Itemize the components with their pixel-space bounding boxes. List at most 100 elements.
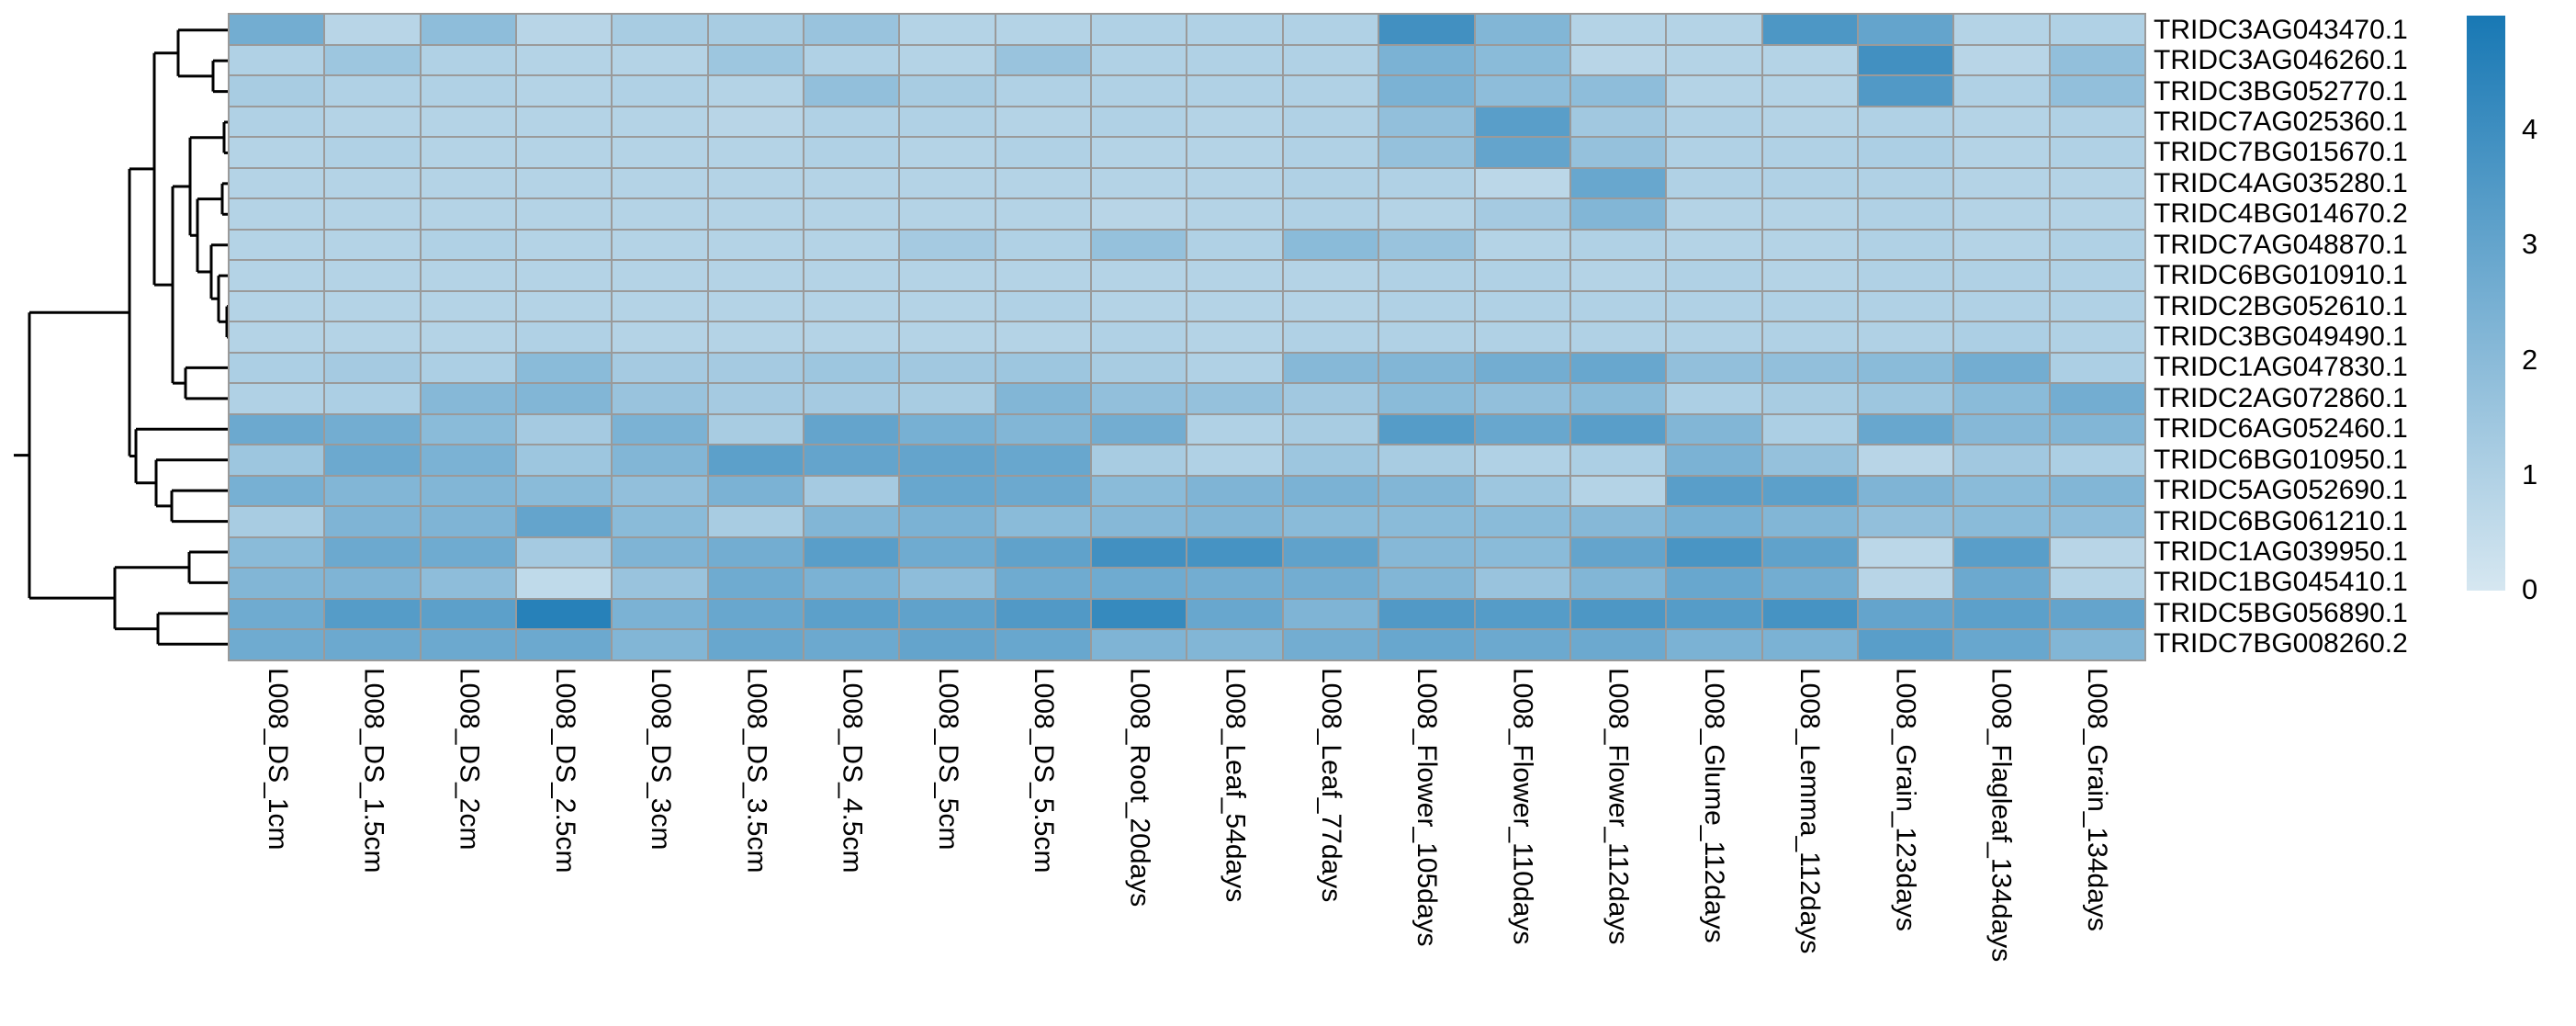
heatmap-cell [517,138,612,167]
heatmap-cell [1667,199,1761,229]
heatmap-cell [613,138,707,167]
heatmap-cell [1092,138,1187,167]
heatmap-cell [1187,630,1282,660]
column-label: L008_DS_1.5cm [358,668,389,874]
column-label: L008_DS_5.5cm [1029,668,1060,874]
heatmap-cell [1762,322,1857,352]
heatmap-cell [2050,599,2144,629]
heatmap-cell [804,414,899,445]
heatmap-cell [1858,138,1953,167]
heatmap-cell [1475,445,1569,475]
heatmap-cell [1954,599,2049,629]
heatmap-cell [1092,569,1187,598]
heatmap-cell [421,507,516,536]
heatmap-cell [1667,15,1761,44]
heatmap-cell [1858,168,1953,198]
heatmap-cell [1187,107,1282,137]
heatmap-cell [613,168,707,198]
heatmap-cell [1762,261,1857,290]
heatmap-cell [1954,291,2049,321]
heatmap-cell [1858,261,1953,290]
heatmap-cell [2050,445,2144,475]
heatmap-cell [708,445,804,475]
heatmap-cell [1667,76,1761,106]
heatmap-cell [1475,599,1569,629]
heatmap-cell [1570,537,1666,568]
heatmap-cell [230,15,324,44]
heatmap-cell [1283,414,1378,445]
heatmap-cell [1379,291,1474,321]
heatmap-cell [325,569,420,598]
heatmap-cell [1762,414,1857,445]
heatmap-cell [1570,384,1666,413]
heatmap-cell [421,230,516,260]
column-label: L008_DS_3.5cm [741,668,772,874]
heatmap-cell [325,476,420,506]
heatmap-cell [1475,261,1569,290]
heatmap-cell [325,168,420,198]
heatmap-cell [325,445,420,475]
heatmap-cell [1667,414,1761,445]
heatmap-cell [1187,261,1282,290]
heatmap-cell [1475,199,1569,229]
heatmap-cell [1475,476,1569,506]
heatmap-cell [1283,630,1378,660]
heatmap-cell [804,569,899,598]
heatmap-cell [1379,353,1474,383]
heatmap-cell [1858,507,1953,536]
heatmap-cell [613,537,707,568]
heatmap-cell [1379,537,1474,568]
heatmap-cell [708,230,804,260]
heatmap-cell [996,15,1091,44]
heatmap-cell [1858,630,1953,660]
column-label: L008_Leaf_54days [1220,668,1251,903]
heatmap-cell [230,445,324,475]
heatmap-cell [1283,537,1378,568]
heatmap-cell [613,45,707,75]
heatmap-cell [804,168,899,198]
heatmap-cell [517,76,612,106]
heatmap-cell [613,107,707,137]
heatmap-cell [1379,507,1474,536]
row-label: TRIDC3BG049490.1 [2154,321,2408,352]
heatmap-cell [804,507,899,536]
heatmap-cell [1570,230,1666,260]
column-label: L008_Flagleaf_134days [1985,668,2017,963]
heatmap-cell [1187,569,1282,598]
heatmap-cell [2050,45,2144,75]
heatmap-cell [1475,138,1569,167]
column-label: L008_DS_2cm [454,668,485,851]
heatmap-cell [2050,15,2144,44]
heatmap-cell [1858,599,1953,629]
heatmap-cell [1954,15,2049,44]
heatmap-cell [421,168,516,198]
heatmap-cell [708,599,804,629]
heatmap-cell [1570,476,1666,506]
heatmap-cell [804,445,899,475]
heatmap-cell [1187,291,1282,321]
column-label: L008_Root_20days [1124,668,1155,908]
heatmap-cell [517,599,612,629]
heatmap-cell [1092,353,1187,383]
heatmap-cell [517,322,612,352]
heatmap-cell [1954,138,2049,167]
heatmap-cell [804,45,899,75]
column-label: L008_DS_3cm [646,668,677,851]
heatmap-cell [1092,445,1187,475]
heatmap-cell [1379,138,1474,167]
heatmap-cell [996,45,1091,75]
heatmap-cell [1187,322,1282,352]
heatmap-cell [900,138,995,167]
heatmap-cell [996,476,1091,506]
heatmap-cell [900,599,995,629]
heatmap-cell [804,599,899,629]
heatmap-cell [325,199,420,229]
heatmap-cell [1858,384,1953,413]
heatmap-cell [1954,384,2049,413]
row-label: TRIDC7AG048870.1 [2154,229,2408,260]
heatmap-cell [804,15,899,44]
heatmap-cell [1570,599,1666,629]
heatmap-cell [1379,476,1474,506]
heatmap-cell [517,230,612,260]
heatmap-cell [1092,168,1187,198]
